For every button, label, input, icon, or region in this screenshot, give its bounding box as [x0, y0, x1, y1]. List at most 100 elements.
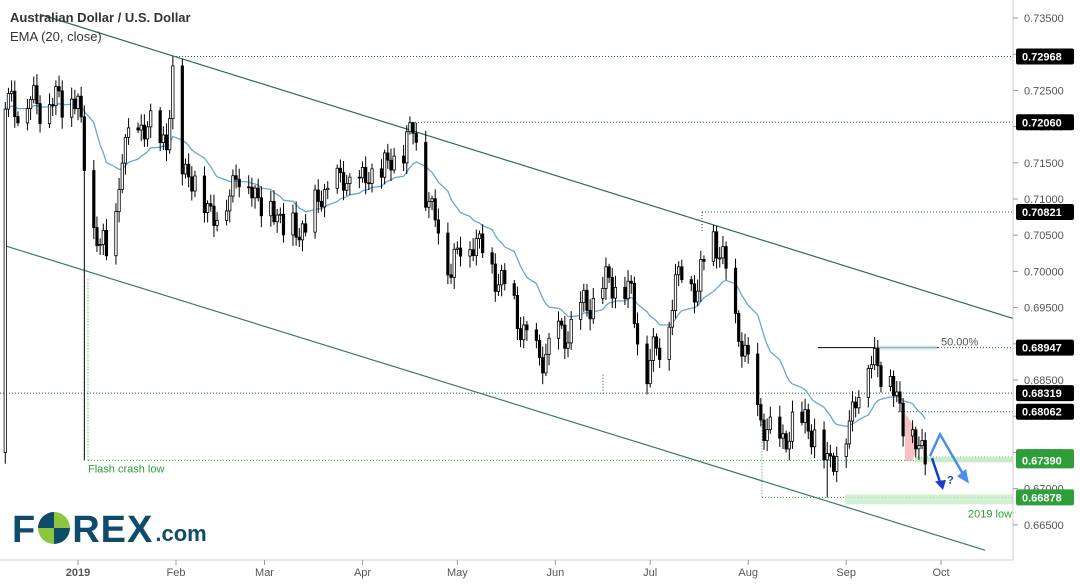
candle-body: [740, 340, 744, 357]
y-axis: 0.735000.730000.725000.720000.715000.710…: [1012, 0, 1074, 560]
candle-body: [158, 110, 162, 144]
candle-body: [171, 65, 175, 120]
candle-body: [322, 189, 327, 208]
candle-body: [76, 95, 80, 110]
price-tag-bg: [1016, 489, 1074, 506]
candle-body: [914, 429, 918, 450]
candle-body: [471, 249, 475, 257]
price-tag-bg: [1016, 48, 1074, 65]
candle-body: [702, 259, 706, 262]
candle-body: [392, 155, 396, 171]
price-tag-bg: [1016, 452, 1074, 469]
highlight-zones: [845, 345, 1013, 505]
candle-body: [604, 266, 608, 289]
y-tick-label: 0.68500: [1024, 375, 1064, 387]
candle-body: [82, 116, 86, 171]
candle-body: [474, 238, 478, 257]
indicator-label: EMA (20, close): [10, 29, 102, 44]
candle-body: [613, 286, 618, 299]
candle-body: [234, 175, 238, 180]
candle-body: [269, 200, 273, 217]
candle-body: [405, 131, 409, 164]
candle-body: [209, 203, 213, 207]
candle-body: [70, 98, 74, 118]
candle-body: [809, 430, 814, 448]
candle-body: [778, 416, 782, 439]
bullish-arrowhead: [957, 469, 969, 484]
candle-body: [692, 283, 697, 303]
y-tick-label: 0.69500: [1024, 303, 1064, 315]
price-tag-label: 0.68319: [1022, 388, 1062, 400]
channel-lower-line: [5, 245, 986, 551]
candle-body: [126, 127, 131, 138]
candle-body: [626, 280, 630, 300]
price-tag-label: 0.68062: [1022, 407, 1062, 419]
price-tag-label: 0.72968: [1022, 52, 1062, 64]
candle-body: [525, 324, 529, 331]
bearish-arrowhead: [935, 479, 946, 491]
x-axis: 2019 Feb Mar Apr May Jun Jul Aug Sep Oct: [0, 559, 1013, 579]
candle-body: [544, 353, 548, 374]
candle-body: [582, 289, 586, 303]
candle-body: [370, 168, 374, 184]
candle-body: [585, 289, 589, 311]
candle-body: [718, 257, 722, 260]
candle-body: [781, 433, 785, 439]
candle-body: [326, 187, 330, 191]
candle-body: [866, 368, 870, 398]
candle-body: [95, 227, 99, 247]
candle-body: [756, 353, 760, 405]
candle-body: [408, 122, 412, 133]
y-tick-label: 0.70000: [1024, 266, 1064, 278]
candle-body: [145, 126, 150, 140]
candle-body: [433, 198, 437, 221]
candle-body: [206, 203, 210, 213]
candle-body: [888, 375, 893, 387]
candle-body: [563, 324, 567, 349]
candle-body: [765, 429, 769, 441]
candle-body: [768, 416, 772, 430]
candle-body: [512, 283, 516, 296]
candle-body: [635, 323, 640, 345]
candle-body: [32, 85, 36, 101]
logo-text-left: F: [12, 508, 37, 551]
y-tick-label: 0.70500: [1024, 230, 1064, 242]
y-tick-label: 0.73500: [1024, 13, 1064, 25]
candle-body: [446, 232, 450, 276]
low-zone: [845, 494, 1013, 505]
candle-body: [161, 134, 165, 144]
price-tag-bg: [1016, 385, 1074, 402]
candle-body: [759, 404, 763, 421]
candle-body: [854, 401, 858, 409]
candle-body: [468, 249, 472, 257]
candle-body: [250, 186, 254, 199]
candle-body: [873, 348, 877, 366]
candle-body: [800, 411, 804, 423]
x-tick-label: Mar: [255, 567, 274, 579]
price-tag-bg: [1016, 339, 1074, 356]
candle-body: [256, 187, 260, 199]
x-tick-label: Feb: [167, 567, 186, 579]
candle-body: [60, 90, 64, 118]
ema-line: [5, 102, 926, 428]
annotation-2019-low: 2019 low: [968, 508, 1012, 520]
candle-body: [47, 104, 52, 125]
candle-body: [10, 90, 14, 94]
candle-body: [51, 104, 55, 107]
candle-body: [670, 310, 674, 328]
candle-body: [389, 159, 393, 171]
candle-body: [892, 375, 896, 396]
annotation-flash-crash-low: Flash crash low: [88, 463, 164, 475]
y-tick-label: 0.72500: [1024, 85, 1064, 97]
candle-body: [658, 347, 662, 360]
candle-body: [247, 186, 251, 189]
candle-body: [142, 124, 146, 140]
candle-body: [857, 397, 861, 409]
candle-body: [139, 124, 143, 131]
candle-body: [831, 455, 836, 472]
candle-body: [828, 453, 832, 457]
x-tick-label: Apr: [354, 567, 371, 579]
candle-body: [787, 440, 791, 450]
candle-body: [379, 168, 384, 178]
candle-body: [455, 247, 459, 250]
